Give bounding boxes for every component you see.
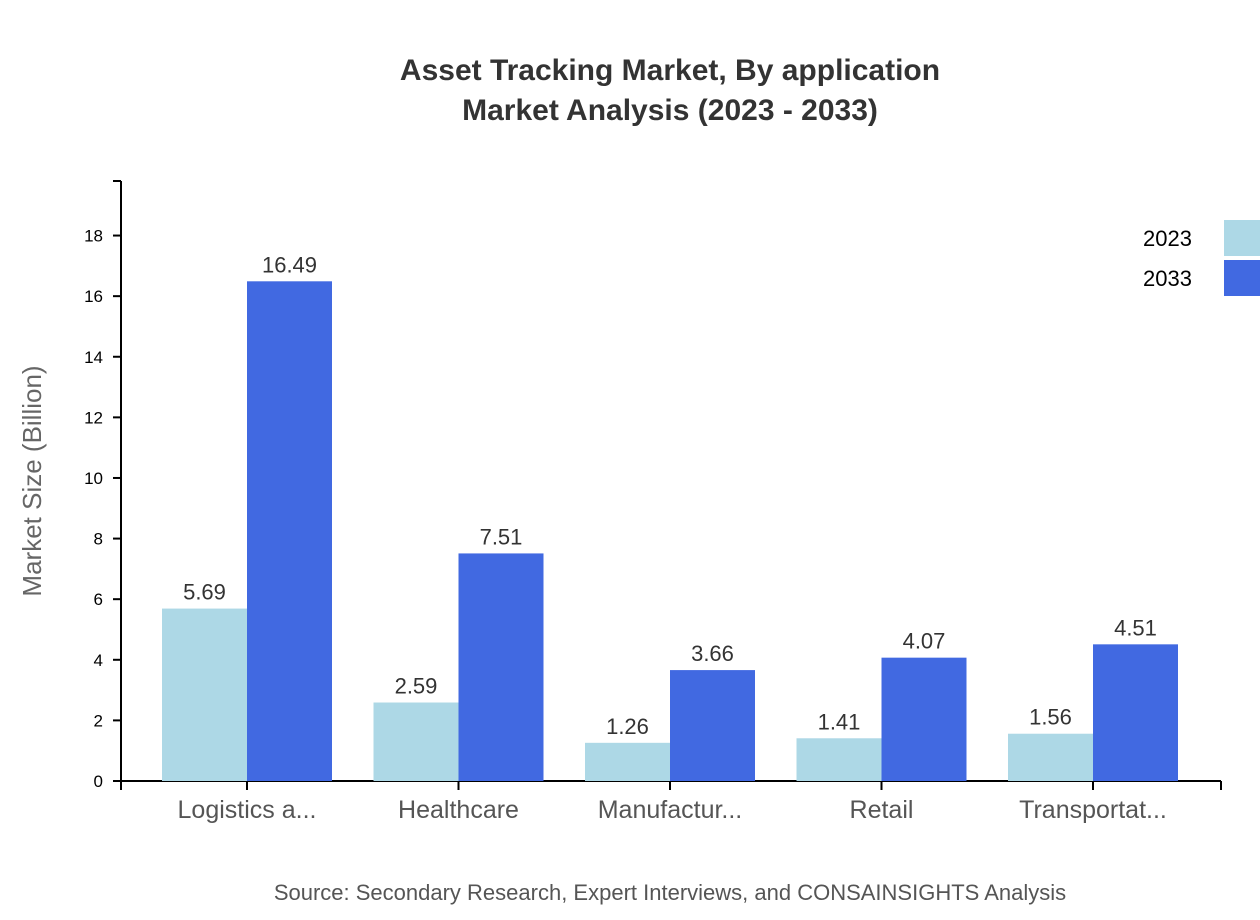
y-tick-label: 14	[84, 348, 103, 367]
bar-2033	[247, 281, 332, 781]
y-tick-label: 10	[84, 469, 103, 488]
x-tick-label: Healthcare	[398, 796, 519, 824]
y-tick-label: 8	[94, 530, 103, 549]
bar-2023	[585, 742, 670, 781]
y-tick-label: 12	[84, 408, 103, 427]
bar-2033	[458, 553, 544, 781]
bar-2023	[162, 608, 247, 781]
bars: 5.69 16.49 2.59 7.51 1.26 3.66 1.41 4.07 1.56 4.5…	[162, 252, 1178, 781]
legend-label: 2023	[1143, 226, 1192, 251]
data-label: 1.56	[1029, 705, 1072, 730]
y-tick-label: 4	[94, 651, 103, 670]
legend: 2023 2033	[1143, 220, 1260, 296]
chart-subtitle: Market Analysis (2023 - 2033)	[462, 94, 878, 127]
y-axis-label: Market Size (Billion)	[17, 365, 47, 596]
chart-title: Asset Tracking Market, By application	[400, 54, 940, 87]
bar-2033	[670, 670, 755, 781]
legend-swatch	[1224, 220, 1260, 256]
y-tick-label: 0	[94, 772, 103, 791]
data-label: 5.69	[183, 580, 226, 605]
y-tick-label: 2	[94, 711, 103, 730]
bar-2023	[373, 702, 459, 781]
y-tick-label: 16	[84, 287, 103, 306]
data-label: 4.07	[903, 629, 946, 654]
data-label: 7.51	[480, 524, 523, 549]
data-label: 1.26	[606, 714, 649, 739]
data-label: 2.59	[395, 674, 438, 699]
legend-swatch	[1224, 260, 1260, 296]
y-tick-label: 18	[84, 227, 103, 246]
data-label: 4.51	[1114, 615, 1157, 640]
bar-2033	[881, 657, 967, 781]
x-tick-label: Manufactur...	[598, 796, 743, 824]
x-tick-label: Retail	[850, 796, 914, 824]
y-tick-label: 6	[94, 590, 103, 609]
axes: 0 2 4 6 8 10 12 14 16 18 Logistics a... Healthcare M…	[84, 180, 1222, 824]
bar-2023	[796, 738, 882, 781]
x-tick-label: Logistics a...	[178, 796, 317, 824]
bar-2033	[1093, 644, 1178, 781]
data-label: 16.49	[262, 252, 317, 277]
x-tick-label: Transportat...	[1019, 796, 1167, 824]
data-label: 3.66	[691, 641, 734, 666]
source-note: Source: Secondary Research, Expert Inter…	[274, 880, 1066, 905]
legend-label: 2033	[1143, 266, 1192, 291]
bar-2023	[1008, 733, 1093, 781]
data-label: 1.41	[818, 709, 861, 734]
